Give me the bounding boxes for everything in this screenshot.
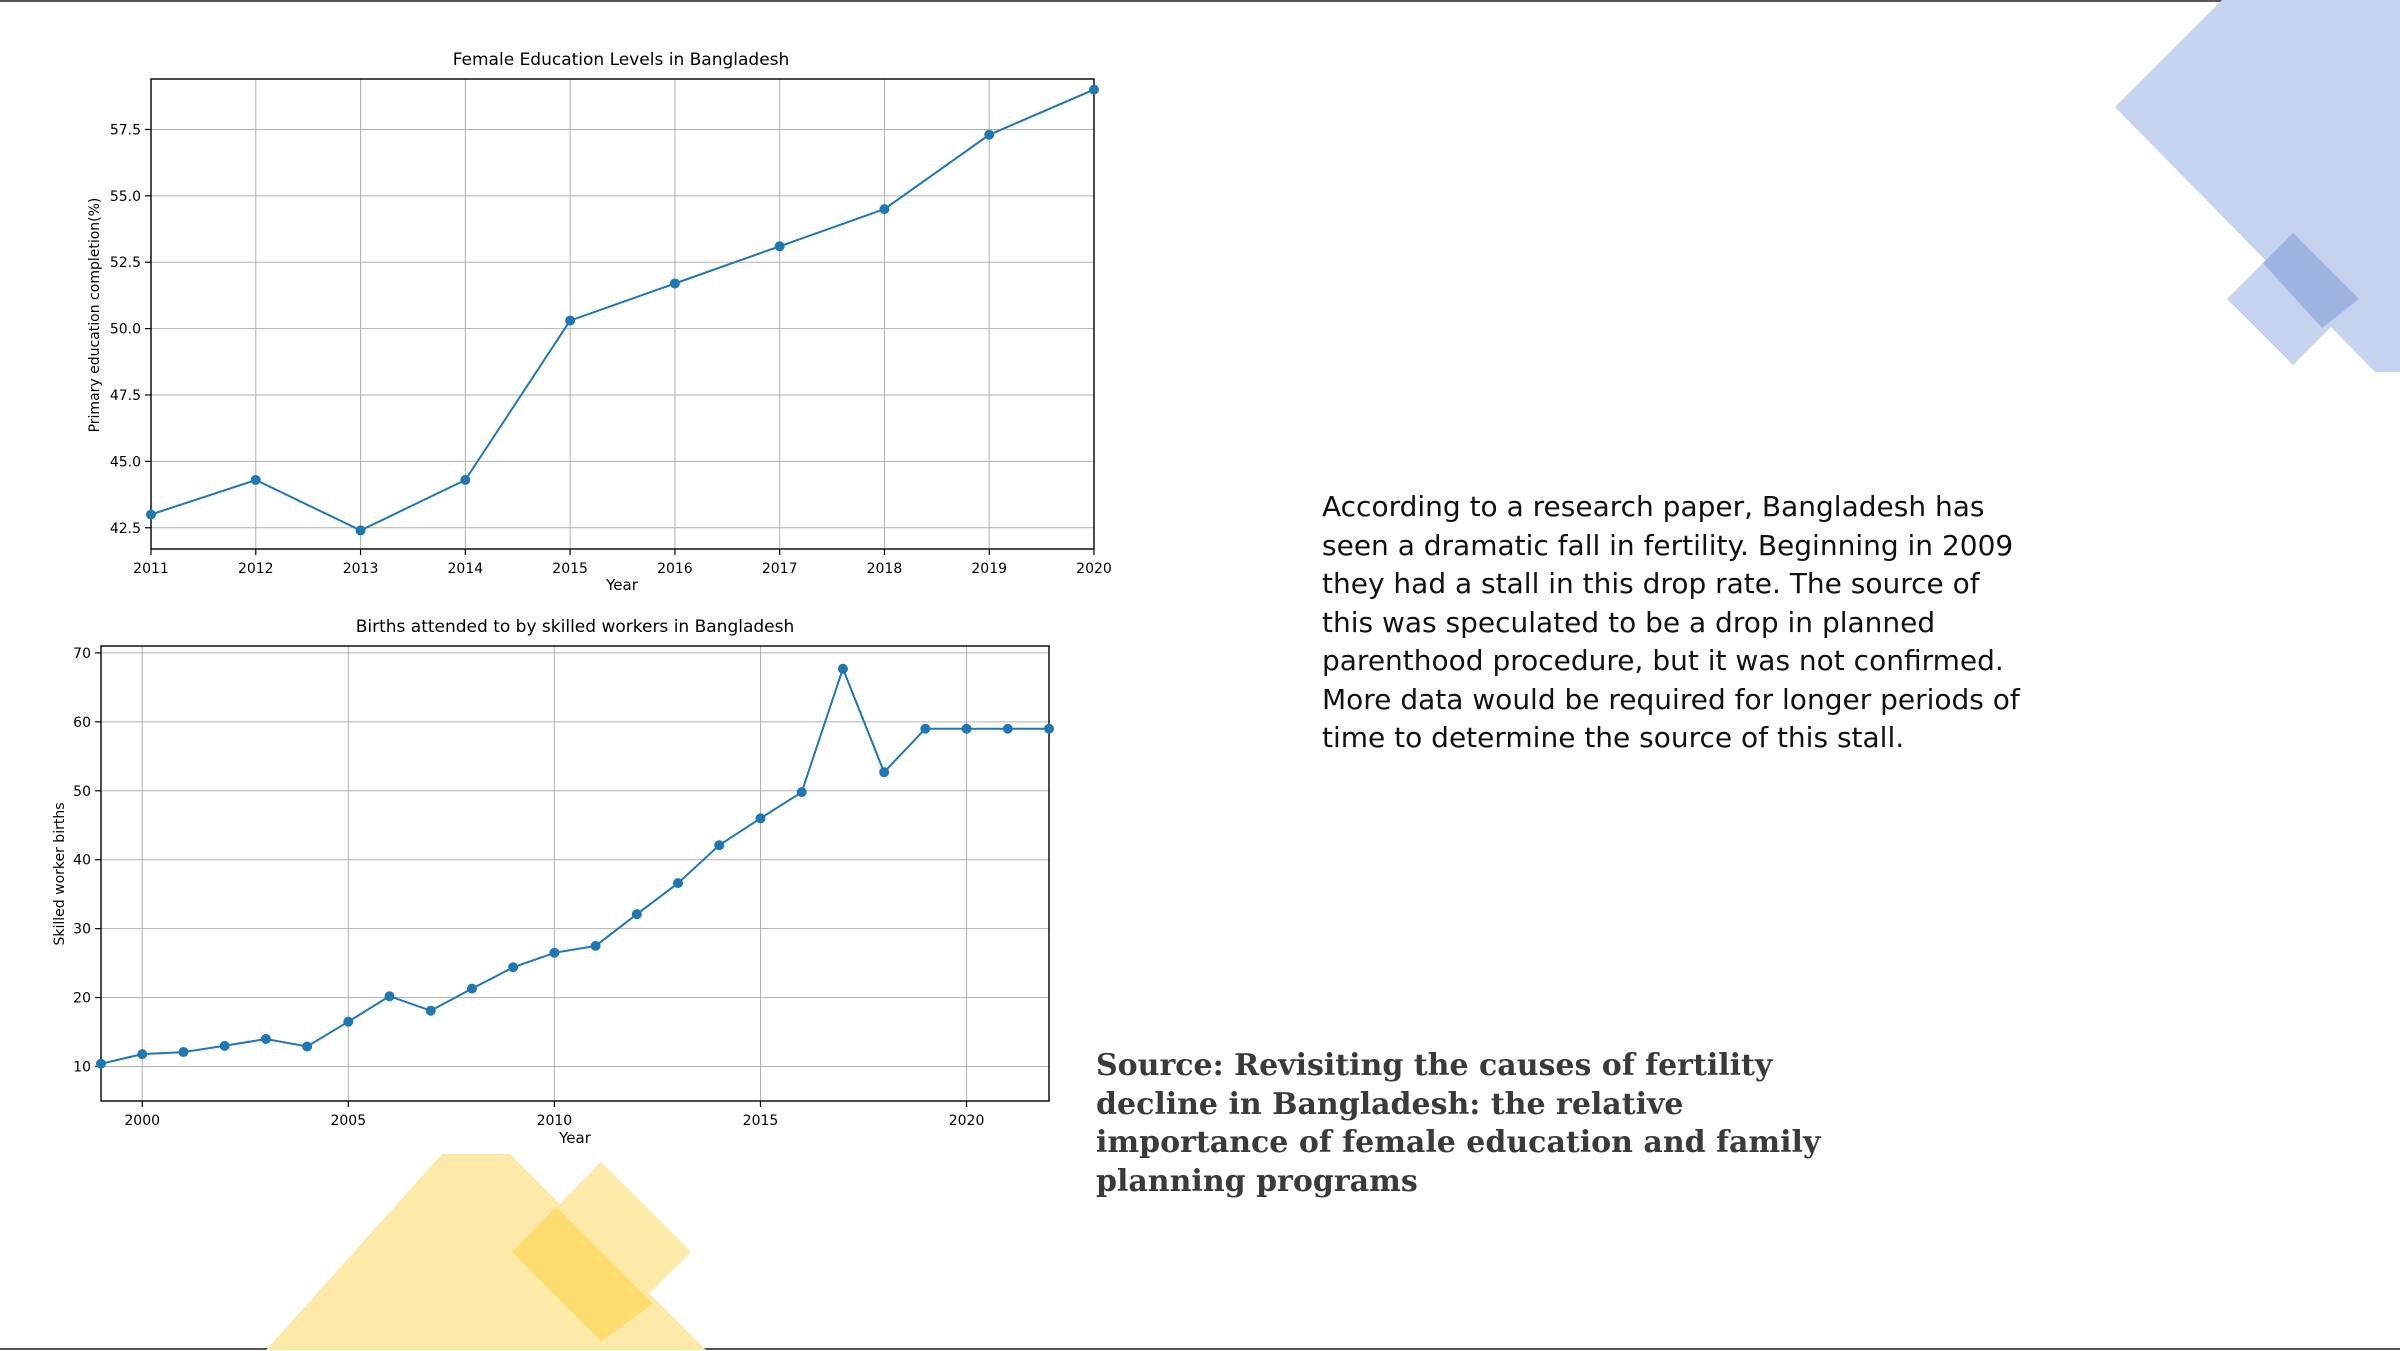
data-points (96, 663, 1054, 1069)
x-tick-label: 2005 (330, 1113, 366, 1129)
y-tick-label: 57.5 (110, 122, 141, 138)
y-tick-label: 20 (73, 991, 91, 1007)
y-tick-label: 70 (73, 646, 91, 662)
x-tick-label: 2016 (657, 561, 693, 577)
x-tick-label: 2020 (949, 1113, 985, 1129)
y-axis-label: Skilled worker births (52, 802, 68, 945)
data-point (837, 663, 848, 674)
data-point (260, 1033, 271, 1044)
data-point (146, 509, 156, 520)
data-point (1002, 723, 1013, 734)
yellow-diamond-overlap (512, 1207, 653, 1341)
x-tick-label: 2013 (343, 561, 379, 577)
data-point (879, 204, 890, 215)
top-border (0, 0, 2400, 2)
data-point (961, 723, 972, 734)
y-tick-label: 40 (73, 853, 91, 869)
x-tick-label: 2019 (971, 561, 1007, 577)
data-point (774, 241, 785, 252)
data-point (219, 1040, 230, 1051)
y-axis-ticks: 10 20 30 40 50 60 70 (73, 646, 101, 1076)
plot-frame (150, 78, 1095, 550)
y-tick-label: 42.5 (110, 521, 141, 537)
data-point (355, 525, 366, 536)
grid-lines (101, 646, 1049, 1101)
data-point (343, 1016, 354, 1027)
x-tick-label: 2015 (552, 561, 588, 577)
x-tick-label: 2015 (743, 1113, 779, 1129)
skilled-births-chart: Births attended to by skilled workers in… (52, 617, 1054, 1147)
data-point (920, 723, 931, 734)
x-axis-ticks: 2011 2012 2013 2014 2015 2016 2017 2018 2019 2020 (133, 549, 1112, 577)
bottom-border (0, 1348, 2400, 1350)
data-point (673, 878, 684, 889)
x-axis-label: Year (605, 576, 639, 594)
data-point (250, 474, 261, 485)
x-tick-label: 2000 (124, 1113, 160, 1129)
x-tick-label: 2011 (133, 561, 169, 577)
female-education-chart: Female Education Levels in Bangladesh 20… (87, 50, 1112, 594)
data-point (714, 840, 725, 851)
data-point (302, 1041, 313, 1052)
research-summary-text: According to a research paper, Banglades… (1322, 490, 2020, 754)
data-point (631, 909, 642, 920)
x-tick-label: 2014 (448, 561, 484, 577)
chart-title: Births attended to by skilled workers in… (356, 617, 795, 637)
data-point (755, 813, 766, 824)
x-axis-ticks: 2000 2005 2010 2015 2020 (124, 1101, 984, 1129)
y-tick-label: 50 (73, 784, 91, 800)
data-point (669, 278, 680, 289)
y-tick-label: 30 (73, 922, 91, 938)
data-point (1089, 84, 1099, 95)
y-tick-label: 45.0 (110, 454, 141, 470)
y-axis-label: Primary education completion(%) (87, 198, 103, 433)
data-point (984, 129, 995, 140)
data-point (137, 1049, 148, 1060)
data-point (879, 767, 890, 778)
x-tick-label: 2010 (537, 1113, 573, 1129)
x-tick-label: 2018 (867, 561, 903, 577)
data-point (508, 962, 519, 973)
y-tick-label: 47.5 (110, 388, 141, 404)
data-point (796, 787, 807, 798)
series-line (100, 665, 1049, 1065)
plot-frame (100, 645, 1050, 1102)
series-line (150, 88, 1095, 532)
x-tick-label: 2020 (1076, 561, 1112, 577)
blue-diamond-overlap (2263, 233, 2359, 328)
y-tick-label: 52.5 (110, 255, 141, 271)
y-tick-label: 10 (73, 1060, 91, 1076)
data-point (466, 983, 477, 994)
data-point (384, 991, 395, 1002)
x-axis-label: Year (558, 1129, 592, 1147)
data-point (1044, 723, 1054, 734)
data-point (96, 1058, 106, 1069)
data-point (590, 940, 601, 951)
x-tick-label: 2017 (762, 561, 798, 577)
data-point (425, 1005, 436, 1016)
y-tick-label: 50.0 (110, 322, 141, 338)
data-point (565, 315, 576, 326)
y-tick-label: 55.0 (110, 189, 141, 205)
y-axis-ticks: 42.5 45.0 47.5 50.0 52.5 55.0 57.5 (110, 122, 151, 537)
data-point (549, 947, 560, 958)
source-citation: Source: Revisiting the causes of fertili… (1096, 1048, 1821, 1199)
data-points (146, 84, 1099, 536)
x-tick-label: 2012 (238, 561, 274, 577)
data-point (460, 474, 471, 485)
y-tick-label: 60 (73, 715, 91, 731)
grid-lines (150, 79, 1095, 549)
chart-title: Female Education Levels in Bangladesh (453, 50, 790, 70)
data-point (178, 1047, 189, 1058)
